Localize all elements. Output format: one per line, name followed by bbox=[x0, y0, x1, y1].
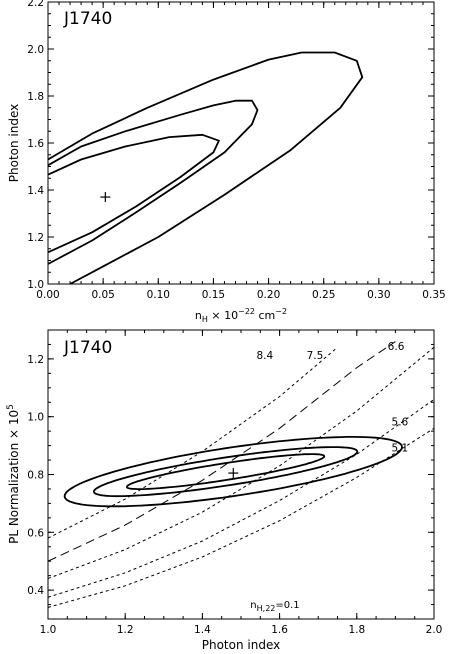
bottom-panel: 1.0 1.2 1.4 1.6 1.8 2.00.40.60.81.01.2 J1740 … bbox=[6, 329, 443, 652]
column-density-annotation: nH,22=0.1 bbox=[250, 600, 299, 613]
y-tick-label: 1.8 bbox=[27, 91, 44, 103]
contour-middle bbox=[47, 99, 259, 265]
top-best-fit-marker bbox=[100, 192, 111, 203]
y-tick-label: 0.6 bbox=[27, 527, 44, 539]
contour-outer bbox=[47, 51, 364, 285]
top-axis-ticks: 0.00 0.05 0.10 0.15 0.20 0.25 0.30 0.35 1.0 1.2 1.… bbox=[27, 0, 445, 301]
bottom-flux-lines bbox=[48, 341, 434, 608]
x-tick-label: 0.15 bbox=[202, 289, 225, 301]
contour-outer bbox=[63, 435, 403, 508]
y-tick-label: 0.4 bbox=[27, 585, 44, 597]
y-tick-label: 1.0 bbox=[27, 279, 44, 291]
bottom-contours bbox=[63, 435, 403, 508]
contour-inner bbox=[47, 133, 220, 254]
y-tick-label: 1.6 bbox=[27, 138, 44, 150]
bottom-best-fit-marker bbox=[228, 468, 239, 479]
x-tick-label: 0.25 bbox=[312, 289, 335, 301]
bottom-y-axis-label: PL Normalization × 105 bbox=[6, 404, 21, 544]
x-tick-label: 1.0 bbox=[40, 624, 57, 636]
flux-line-5.6 bbox=[48, 398, 434, 598]
x-tick-label: 1.6 bbox=[271, 624, 288, 636]
x-tick-label: 1.2 bbox=[117, 624, 134, 636]
y-tick-label: 2.2 bbox=[27, 0, 44, 9]
x-tick-label: 2.0 bbox=[426, 624, 443, 636]
x-tick-label: 0.05 bbox=[91, 289, 114, 301]
contour-middle bbox=[93, 446, 359, 498]
top-contours bbox=[47, 51, 364, 285]
bottom-panel-label: J1740 bbox=[63, 338, 112, 358]
flux-label: 5.6 bbox=[392, 416, 409, 428]
x-tick-label: 1.4 bbox=[194, 624, 211, 636]
bottom-x-axis-label: Photon index bbox=[202, 638, 280, 652]
flux-label: 6.6 bbox=[388, 341, 405, 353]
x-tick-label: 0.10 bbox=[147, 289, 170, 301]
top-panel-label: J1740 bbox=[63, 9, 112, 29]
flux-label: 8.4 bbox=[256, 350, 273, 362]
top-x-axis-label: nH × 10−22 cm−2 bbox=[195, 307, 287, 324]
flux-label: 5.1 bbox=[392, 442, 409, 454]
y-tick-label: 1.2 bbox=[27, 232, 44, 244]
flux-line-5.1 bbox=[48, 427, 434, 608]
top-panel: 0.00 0.05 0.10 0.15 0.20 0.25 0.30 0.35 1.0 1.2 1.… bbox=[7, 0, 446, 324]
x-tick-label: 0.30 bbox=[367, 289, 390, 301]
x-tick-label: 0.35 bbox=[422, 289, 445, 301]
x-tick-label: 0.00 bbox=[36, 289, 59, 301]
y-tick-label: 1.0 bbox=[27, 412, 44, 424]
top-plot-frame bbox=[47, 1, 435, 285]
y-tick-label: 0.8 bbox=[27, 470, 44, 482]
x-tick-label: 0.20 bbox=[257, 289, 280, 301]
contour-inner bbox=[125, 453, 326, 491]
y-tick-label: 2.0 bbox=[27, 44, 44, 56]
flux-label: 7.5 bbox=[307, 350, 324, 362]
flux-line-8.4 bbox=[48, 346, 338, 539]
x-tick-label: 1.8 bbox=[348, 624, 365, 636]
flux-line-7.5 bbox=[48, 341, 396, 562]
y-tick-label: 1.4 bbox=[27, 185, 44, 197]
bottom-axis-ticks: 1.0 1.2 1.4 1.6 1.8 2.0 0.4 0.6 0.8 1.0 1.2 bbox=[27, 329, 443, 636]
flux-line-6.6 bbox=[48, 346, 434, 579]
top-y-axis-label: Photon index bbox=[7, 104, 21, 182]
y-tick-label: 1.2 bbox=[27, 354, 44, 366]
